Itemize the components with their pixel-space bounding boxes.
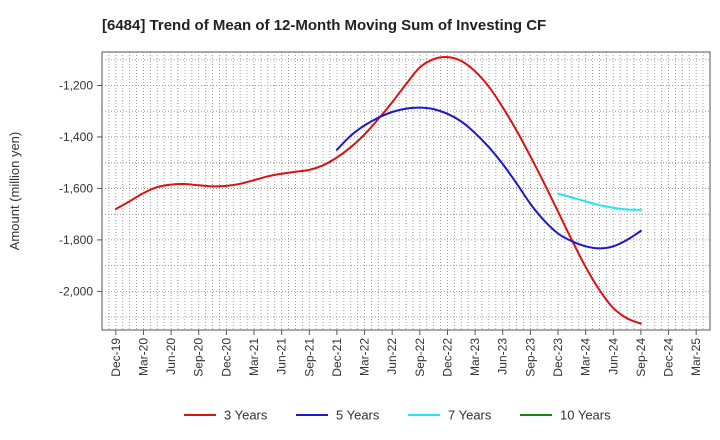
x-tick-label: Dec-22 [440, 338, 454, 377]
y-tick-label: -1,600 [59, 181, 93, 195]
x-tick-label: Jun-23 [496, 338, 510, 375]
y-axis-ticks: -1,200 -1,400 -1,600 -1,800 -2,000 [59, 78, 102, 298]
x-tick-label: Jun-21 [275, 338, 289, 375]
x-tick-label: Mar-24 [579, 338, 593, 376]
x-tick-label: Dec-23 [551, 338, 565, 377]
legend: 3 Years 5 Years 7 Years 10 Years [184, 408, 611, 423]
y-tick-label: -1,800 [59, 233, 93, 247]
legend-label-3-years: 3 Years [224, 408, 268, 423]
series-line-3-years [114, 56, 642, 325]
series-line-7-years [557, 192, 642, 211]
y-tick-label: -1,200 [59, 78, 93, 92]
y-axis-label: Amount (million yen) [7, 132, 22, 251]
x-axis-ticks: Dec-19 Mar-20 Jun-20 Sep-20 Dec-20 Mar-21 Jun-… [109, 330, 703, 377]
x-tick-label: Sep-21 [302, 338, 316, 377]
y-tick-label: -2,000 [59, 284, 93, 298]
x-tick-label: Mar-20 [136, 338, 150, 376]
y-tick-label: -1,400 [59, 130, 93, 144]
x-tick-label: Dec-19 [109, 338, 123, 377]
series-line-5-years [335, 106, 642, 250]
x-tick-label: Dec-21 [330, 338, 344, 377]
x-gridlines [108, 52, 704, 330]
x-tick-label: Sep-23 [523, 338, 537, 377]
series-lines [114, 56, 642, 325]
x-tick-label: Sep-24 [634, 338, 648, 377]
legend-label-7-years: 7 Years [448, 408, 492, 423]
x-tick-label: Mar-21 [247, 338, 261, 376]
x-tick-label: Jun-24 [606, 338, 620, 375]
x-tick-label: Mar-22 [358, 338, 372, 376]
x-tick-label: Sep-20 [192, 338, 206, 377]
x-tick-label: Dec-24 [662, 338, 676, 377]
x-tick-label: Sep-22 [413, 338, 427, 377]
legend-label-10-years: 10 Years [560, 408, 611, 423]
x-tick-label: Mar-23 [468, 338, 482, 376]
legend-label-5-years: 5 Years [336, 408, 380, 423]
chart-title: [6484] Trend of Mean of 12-Month Moving … [102, 17, 546, 34]
x-tick-label: Jun-20 [164, 338, 178, 375]
x-tick-label: Dec-20 [219, 338, 233, 377]
x-tick-label: Jun-22 [385, 338, 399, 375]
x-tick-label: Mar-25 [689, 338, 703, 376]
